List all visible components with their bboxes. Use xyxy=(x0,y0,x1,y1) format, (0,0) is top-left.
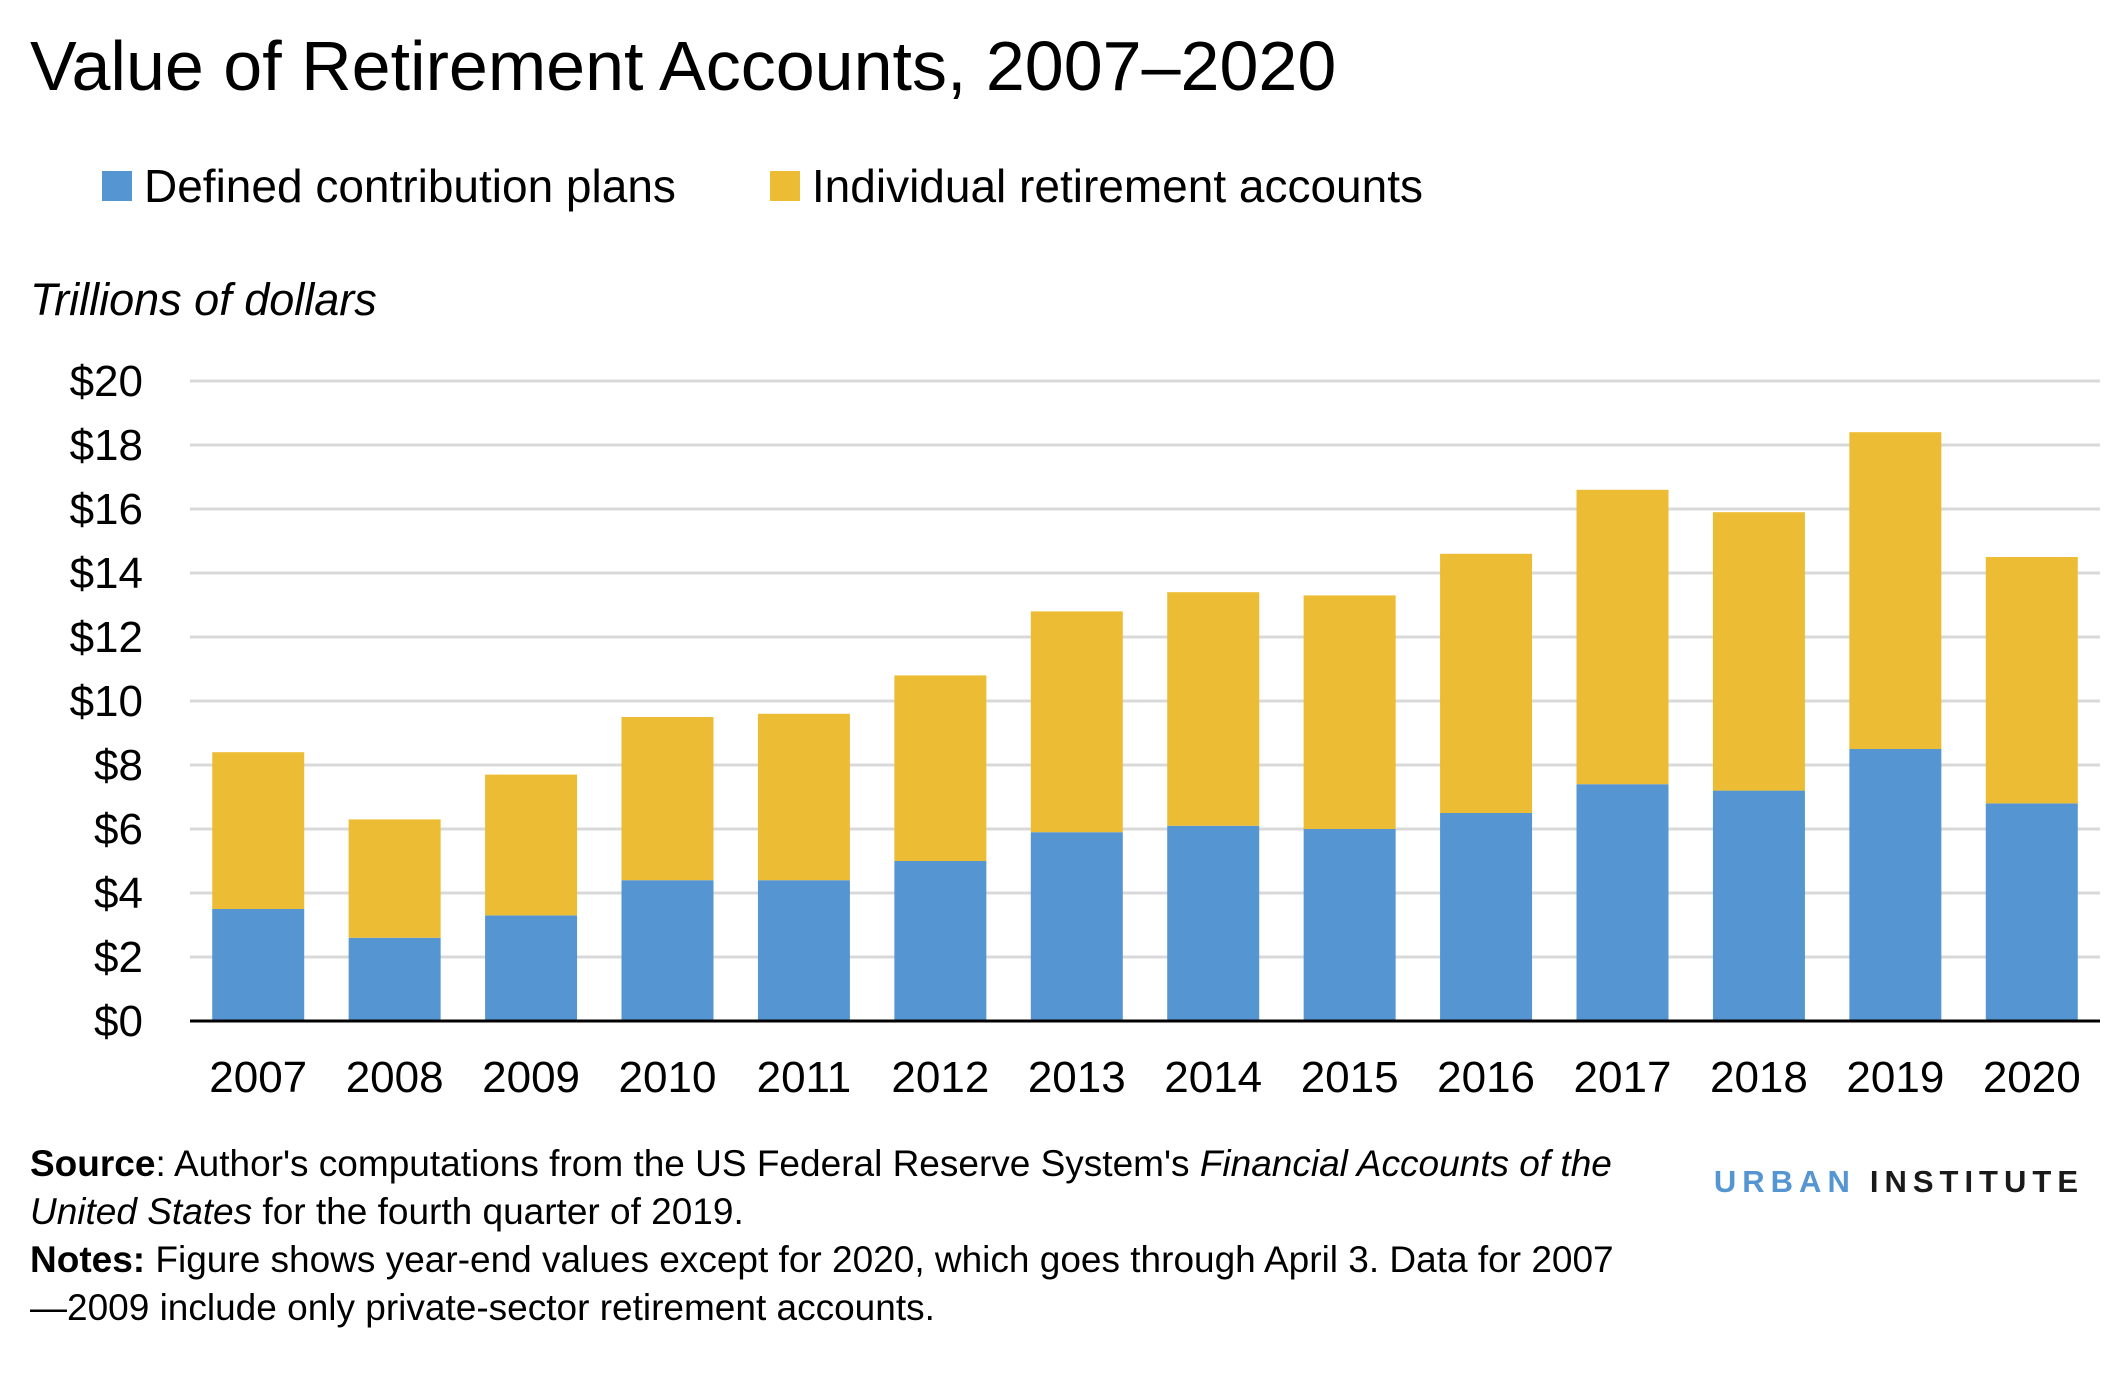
notes-text: Figure shows year-end values except for … xyxy=(30,1239,1614,1328)
bar-segment-defined-contribution xyxy=(1440,813,1533,1021)
bars xyxy=(212,432,2078,1021)
source-paragraph: Source: Author's computations from the U… xyxy=(30,1140,1650,1236)
source-text-2: for the fourth quarter of 2019. xyxy=(252,1191,744,1232)
bar-segment-defined-contribution xyxy=(1712,790,1805,1021)
bar-segment-ira xyxy=(1303,595,1396,829)
x-tick-label: 2015 xyxy=(1301,1053,1399,1102)
bar-segment-defined-contribution xyxy=(1303,829,1396,1021)
notes-paragraph: Notes: Figure shows year-end values exce… xyxy=(30,1236,1650,1332)
bar-segment-ira xyxy=(348,819,441,938)
bar-segment-defined-contribution xyxy=(348,937,441,1021)
x-tick-label: 2010 xyxy=(619,1053,717,1102)
stacked-bar-chart: $0 $2 $4 $6 $8 $10 $12 $14 $16 $18 $20 2007 2008 2009… xyxy=(70,357,2100,1102)
y-tick-label: $12 xyxy=(70,613,143,662)
bar-segment-ira xyxy=(1849,432,1942,749)
legend-label-defined-contribution: Defined contribution plans xyxy=(144,160,676,212)
bar-segment-defined-contribution xyxy=(1849,749,1942,1021)
y-tick-label: $6 xyxy=(94,805,143,854)
x-tick-label: 2014 xyxy=(1164,1053,1262,1102)
bar-segment-defined-contribution xyxy=(894,861,987,1021)
x-tick-label: 2016 xyxy=(1437,1053,1535,1102)
x-tick-label: 2019 xyxy=(1846,1053,1944,1102)
y-axis-label: Trillions of dollars xyxy=(30,274,377,325)
notes: Source: Author's computations from the U… xyxy=(30,1140,1650,1332)
bar-segment-ira xyxy=(212,752,305,909)
bar-segment-defined-contribution xyxy=(1985,803,2078,1021)
y-tick-label: $18 xyxy=(70,421,143,470)
bar-segment-defined-contribution xyxy=(621,880,714,1021)
notes-label: Notes: xyxy=(30,1239,146,1280)
bar-segment-defined-contribution xyxy=(757,880,850,1021)
legend-label-ira: Individual retirement accounts xyxy=(811,160,1424,212)
bar-segment-ira xyxy=(1576,489,1669,785)
source-label: Source xyxy=(30,1143,156,1184)
bar-segment-defined-contribution xyxy=(485,915,578,1021)
y-tick-label: $10 xyxy=(70,677,143,726)
legend-item-ira: Individual retirement accounts xyxy=(769,156,1424,216)
bar-segment-defined-contribution xyxy=(212,909,305,1021)
x-tick-label: 2013 xyxy=(1028,1053,1126,1102)
logo-urban: URBAN xyxy=(1713,1164,1856,1199)
y-tick-label: $16 xyxy=(70,485,143,534)
logo-institute: INSTITUTE xyxy=(1869,1164,2084,1199)
x-tick-label: 2017 xyxy=(1574,1053,1672,1102)
x-tick-label: 2007 xyxy=(209,1053,307,1102)
y-tick-label: $2 xyxy=(94,933,143,982)
bar-segment-ira xyxy=(1440,553,1533,813)
chart-title: Value of Retirement Accounts, 2007–2020 xyxy=(30,27,1337,105)
x-tick-label: 2020 xyxy=(1983,1053,2081,1102)
y-tick-label: $20 xyxy=(70,357,143,406)
legend-item-defined-contribution: Defined contribution plans xyxy=(102,156,676,216)
tick-labels: $0 $2 $4 $6 $8 $10 $12 $14 $16 $18 $20 2007 2008 2009… xyxy=(70,357,2081,1102)
bar-segment-ira xyxy=(1712,512,1805,791)
grid-lines xyxy=(190,379,2100,959)
legend: Defined contribution plans Individual re… xyxy=(102,156,1423,216)
bar-segment-ira xyxy=(485,774,578,916)
bar-segment-ira xyxy=(894,675,987,861)
x-tick-label: 2012 xyxy=(891,1053,989,1102)
bar-segment-ira xyxy=(1985,557,2078,804)
bar-segment-defined-contribution xyxy=(1030,832,1123,1021)
x-tick-label: 2011 xyxy=(757,1053,852,1102)
bar-segment-defined-contribution xyxy=(1167,825,1260,1021)
x-tick-label: 2018 xyxy=(1710,1053,1808,1102)
bar-segment-defined-contribution xyxy=(1576,784,1669,1021)
bar-segment-ira xyxy=(757,713,850,881)
y-tick-label: $8 xyxy=(94,741,143,790)
legend-swatch-ira xyxy=(769,171,800,201)
y-tick-label: $0 xyxy=(94,997,143,1046)
source-italic: Financial Accounts of the United States xyxy=(30,1143,1612,1232)
bar-segment-ira xyxy=(621,717,714,881)
urban-institute-logo: URBAN INSTITUTE xyxy=(1714,1164,2084,1200)
bar-segment-ira xyxy=(1030,611,1123,833)
y-tick-label: $14 xyxy=(70,549,143,598)
x-tick-label: 2009 xyxy=(482,1053,580,1102)
legend-swatch-defined-contribution xyxy=(102,171,132,201)
x-tick-label: 2008 xyxy=(346,1053,444,1102)
bar-segment-ira xyxy=(1167,592,1260,826)
y-tick-label: $4 xyxy=(94,869,143,918)
source-text-1: : Author's computations from the US Fede… xyxy=(155,1143,1200,1184)
